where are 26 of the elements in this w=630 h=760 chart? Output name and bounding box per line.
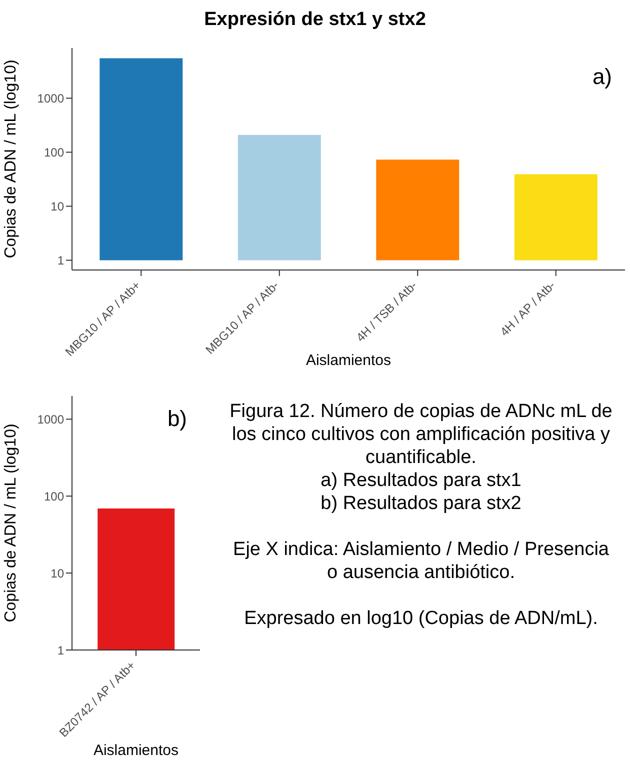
y-tick-label: 1: [57, 254, 64, 268]
y-tick-label: 1000: [37, 91, 64, 106]
x-tick-label: 4H / AP / Atb-: [497, 278, 558, 339]
chart-title: Expresión de stx1 y stx2: [203, 8, 427, 32]
bar: [100, 58, 183, 260]
y-axis-title: Copias de ADN / mL (log10): [2, 60, 20, 258]
y-tick-label: 100: [44, 489, 64, 504]
y-tick-label: 10: [50, 199, 64, 214]
x-axis-title: Aislamientos: [306, 352, 392, 369]
y-axis-title: Copias de ADN / mL (log10): [2, 424, 20, 622]
annotation: a): [592, 64, 612, 90]
text: a) Resultados para stx1: [320, 469, 522, 492]
x-tick-label: 4H / TSB / Atb-: [353, 278, 420, 345]
y-tick-label: 10: [50, 566, 64, 580]
y-tick-label: 100: [44, 145, 64, 160]
x-axis-title: Aislamientos: [93, 742, 179, 759]
text: Eje X indica: Aislamiento / Medio / Presencia o ausencia antibiótico.: [232, 538, 610, 584]
bar: [376, 160, 460, 260]
text: b) Resultados para stx2: [320, 492, 522, 515]
y-tick-label: 1: [57, 643, 64, 658]
bar: [238, 134, 321, 260]
text: Figura 12. Número de copias de ADNc mL de los cinco cultivos con amplificación positiva y cuantificable.: [228, 400, 614, 469]
y-tick-label: 1000: [37, 412, 64, 426]
text: Expresado en log10 (Copias de ADN/mL).: [243, 607, 599, 630]
annotation: b): [167, 406, 187, 432]
bar: [514, 174, 598, 260]
